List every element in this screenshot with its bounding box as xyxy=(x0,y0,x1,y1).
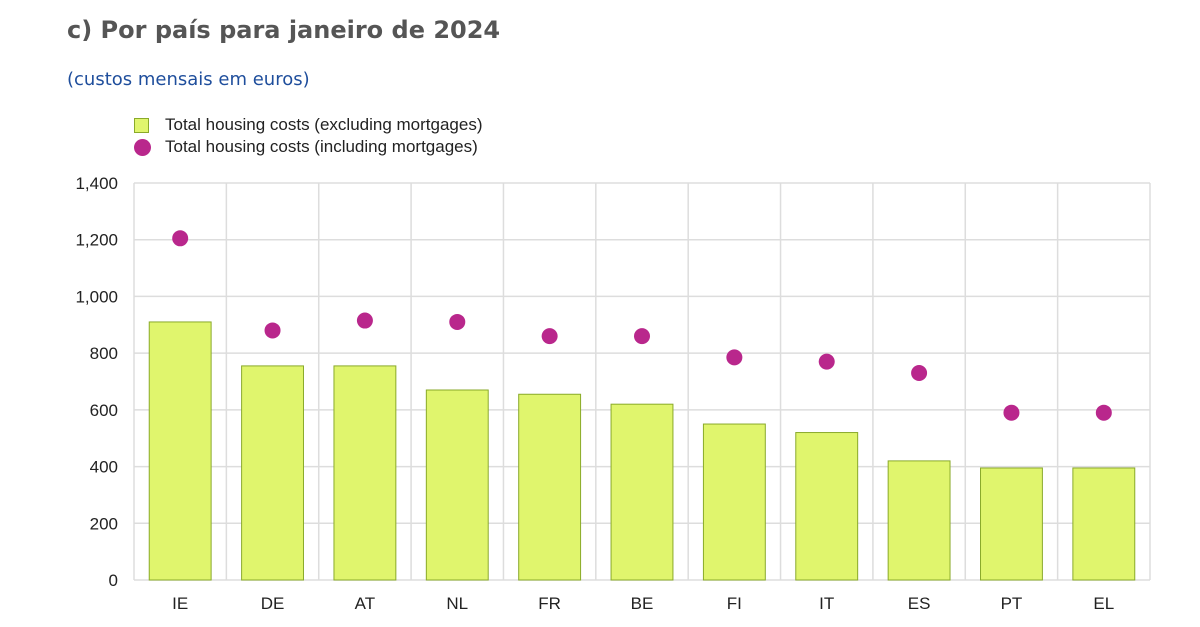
y-tick-label: 1,000 xyxy=(75,287,118,306)
legend-item-including: Total housing costs (including mortgages… xyxy=(134,136,483,158)
dot-point xyxy=(264,322,281,339)
bar xyxy=(795,432,859,581)
dot-point xyxy=(726,349,743,366)
x-tick-label: ES xyxy=(908,594,931,613)
dot-point xyxy=(172,230,189,247)
bar xyxy=(333,365,397,581)
bar xyxy=(610,403,674,581)
x-tick-label: BE xyxy=(631,594,654,613)
y-tick-label: 800 xyxy=(90,344,118,363)
dot-point xyxy=(356,312,373,329)
bar xyxy=(1072,467,1136,581)
y-tick-label: 200 xyxy=(90,514,118,533)
y-tick-label: 400 xyxy=(90,458,118,477)
bar xyxy=(425,389,489,581)
legend: Total housing costs (excluding mortgages… xyxy=(134,114,483,158)
legend-label-excluding: Total housing costs (excluding mortgages… xyxy=(165,115,483,134)
x-tick-label: NL xyxy=(446,594,468,613)
x-tick-label: FR xyxy=(538,594,561,613)
y-tick-label: 600 xyxy=(90,401,118,420)
x-tick-label: DE xyxy=(261,594,285,613)
x-tick-label: IE xyxy=(172,594,188,613)
bar xyxy=(148,321,212,581)
legend-swatch-dot xyxy=(134,138,151,156)
bar xyxy=(702,423,766,581)
x-tick-label: AT xyxy=(355,594,375,613)
x-tick-label: IT xyxy=(819,594,834,613)
bar xyxy=(241,365,304,581)
bar xyxy=(518,393,582,581)
y-tick-label: 1,400 xyxy=(75,174,118,193)
bar xyxy=(980,467,1043,581)
x-tick-label: PT xyxy=(1001,594,1023,613)
dot-point xyxy=(911,364,928,381)
dot-point xyxy=(1003,404,1020,421)
dot-point xyxy=(1095,404,1112,421)
legend-swatch-bar xyxy=(134,117,149,133)
bar xyxy=(887,460,951,581)
legend-item-excluding: Total housing costs (excluding mortgages… xyxy=(134,114,483,136)
dot-point xyxy=(541,328,558,345)
chart-subtitle: (custos mensais em euros) xyxy=(67,69,310,90)
y-tick-label: 0 xyxy=(109,571,118,590)
x-tick-label: EL xyxy=(1093,594,1114,613)
chart-title: c) Por país para janeiro de 2024 xyxy=(67,16,501,44)
y-tick-label: 1,200 xyxy=(75,231,118,250)
legend-label-including: Total housing costs (including mortgages… xyxy=(165,137,478,156)
x-tick-label: FI xyxy=(727,594,742,613)
dot-point xyxy=(449,313,466,330)
dot-point xyxy=(634,328,650,345)
dot-point xyxy=(818,353,835,370)
